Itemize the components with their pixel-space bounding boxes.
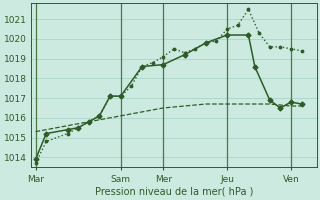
X-axis label: Pression niveau de la mer( hPa ): Pression niveau de la mer( hPa ) [95, 187, 253, 197]
